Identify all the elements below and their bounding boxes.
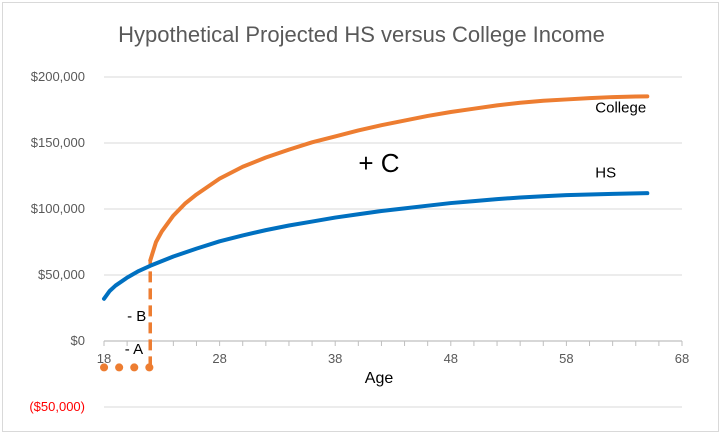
y-tick-label: $150,000 bbox=[31, 135, 85, 150]
y-tick-label: $100,000 bbox=[31, 201, 85, 216]
annotation-label: HS bbox=[595, 164, 616, 181]
axes: $200,000 $150,000 $100,000 $50,000 $0 ($50,00… bbox=[29, 69, 689, 414]
x-tick-label: 68 bbox=[675, 351, 689, 366]
chart-frame bbox=[2, 2, 719, 432]
series-line-college bbox=[148, 94, 650, 263]
x-tick-label: 18 bbox=[97, 351, 111, 366]
x-tick-label: 48 bbox=[444, 351, 458, 366]
x-tick-label: 28 bbox=[212, 351, 226, 366]
annotation-label: + C bbox=[358, 148, 399, 178]
chart-title: Hypothetical Projected HS versus College… bbox=[118, 22, 605, 47]
annotation-label: - B bbox=[127, 308, 146, 325]
x-axis-title: Age bbox=[365, 370, 394, 387]
annotations: College HS + C - B - A bbox=[125, 100, 646, 359]
grid-lines bbox=[104, 76, 682, 408]
annotation-label: - A bbox=[125, 341, 143, 358]
y-tick-label: $50,000 bbox=[38, 267, 85, 282]
annotation-label: College bbox=[595, 100, 646, 117]
y-tick-label: $0 bbox=[71, 333, 85, 348]
x-tick-label: 38 bbox=[328, 351, 342, 366]
x-tick-label: 58 bbox=[559, 351, 573, 366]
y-tick-label: ($50,000) bbox=[29, 399, 85, 414]
y-tick-label: $200,000 bbox=[31, 69, 85, 84]
series-line-hs bbox=[102, 191, 650, 301]
series-lines bbox=[100, 94, 650, 372]
